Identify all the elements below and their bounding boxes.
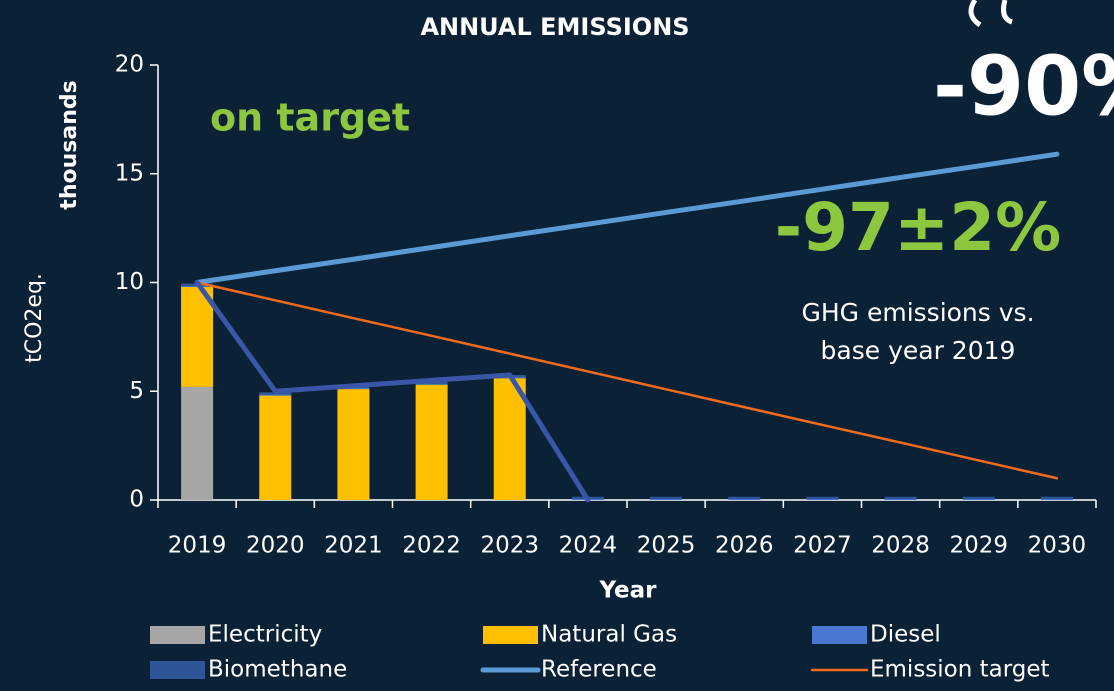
line-series (195, 281, 1059, 480)
annotation: -90% (933, 39, 1114, 134)
line-series (194, 280, 591, 503)
x-tick-label: 2029 (949, 533, 1008, 559)
bar-segment (650, 498, 683, 500)
bar-segment (650, 496, 683, 499)
x-tick-label: 2026 (715, 533, 774, 559)
x-tick-label: 2027 (793, 533, 852, 559)
x-tick-label: 2022 (402, 533, 461, 559)
icon (968, 0, 1013, 28)
legend-label: Natural Gas (541, 622, 677, 648)
bar-segment (728, 496, 761, 499)
legend-swatch (150, 661, 205, 679)
bar-segment (259, 394, 292, 396)
y-tick-label: 0 (129, 487, 144, 513)
bar-segment (259, 395, 292, 500)
legend-swatch (812, 626, 867, 644)
bar-segment (337, 387, 370, 390)
x-tick-label: 2021 (324, 533, 383, 559)
annotation: on target (210, 96, 410, 140)
legend-label: Biomethane (208, 657, 347, 683)
annotation: -97±2% (775, 189, 1062, 266)
annotation: base year 2019 (821, 336, 1016, 365)
annotation: GHG emissions vs. (801, 298, 1034, 327)
x-tick-label: 2028 (871, 533, 930, 559)
x-tick-label: 2025 (637, 533, 696, 559)
bar-segment (884, 496, 917, 499)
y-tick-label: 20 (115, 52, 144, 78)
x-tick-label: 2020 (246, 533, 305, 559)
bar-segment (962, 498, 995, 500)
line-series (194, 151, 1060, 285)
bar-segment (728, 498, 761, 500)
y-tick-label: 10 (115, 269, 144, 295)
bar-segment (806, 496, 839, 499)
chart-title: ANNUAL EMISSIONS (420, 13, 689, 41)
y-tick-label: 15 (115, 160, 144, 186)
x-axis-label: Year (598, 578, 657, 604)
y-axis-label: tCO2eq. (22, 273, 47, 363)
x-tick-label: 2019 (168, 533, 227, 559)
bar-segment (806, 498, 839, 500)
bar-segment (1040, 498, 1073, 500)
legend-label: Reference (541, 657, 657, 683)
legend-label: Electricity (208, 622, 322, 648)
x-tick-label: 2024 (559, 533, 618, 559)
legend-swatch (150, 626, 205, 644)
y-unit-label: thousands (57, 80, 82, 209)
bar-segment (415, 384, 448, 500)
bar-segment (884, 498, 917, 500)
x-tick-label: 2023 (480, 533, 539, 559)
y-tick-label: 5 (129, 378, 144, 404)
bar-segment (1040, 496, 1073, 499)
legend-swatch (483, 626, 538, 644)
bar-segment (337, 389, 370, 500)
bar-segment (181, 286, 214, 387)
legend-label: Emission target (870, 657, 1050, 683)
bar-segment (415, 383, 448, 385)
bar-segment (493, 378, 526, 500)
legend-label: Diesel (870, 622, 941, 648)
bar-segment (181, 386, 214, 500)
x-tick-label: 2030 (1028, 533, 1087, 559)
bar-segment (962, 496, 995, 499)
